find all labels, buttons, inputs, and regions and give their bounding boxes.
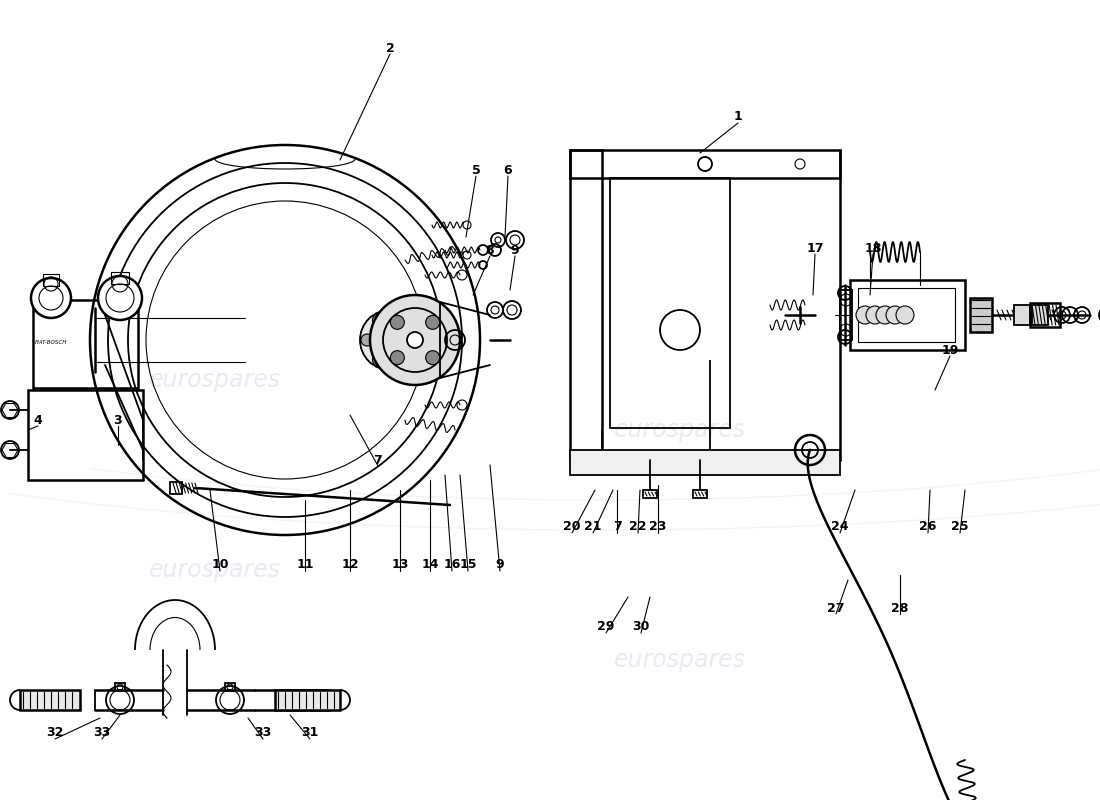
Bar bbox=[850, 280, 965, 350]
Text: eurospares: eurospares bbox=[614, 418, 746, 442]
Text: 26: 26 bbox=[920, 521, 937, 534]
Text: 4: 4 bbox=[34, 414, 43, 426]
Circle shape bbox=[463, 221, 471, 229]
Text: 14: 14 bbox=[421, 558, 439, 571]
Circle shape bbox=[360, 310, 420, 370]
Circle shape bbox=[426, 315, 440, 330]
Text: 31: 31 bbox=[301, 726, 319, 739]
Bar bbox=[570, 150, 840, 178]
Text: 1: 1 bbox=[734, 110, 742, 123]
Text: 2: 2 bbox=[386, 42, 395, 54]
Circle shape bbox=[876, 306, 894, 324]
Text: 15: 15 bbox=[460, 558, 476, 571]
Text: 24: 24 bbox=[832, 521, 849, 534]
Text: 19: 19 bbox=[942, 343, 959, 357]
Bar bbox=[1030, 303, 1060, 327]
Bar bbox=[226, 683, 235, 691]
Bar bbox=[43, 274, 59, 286]
Text: 21: 21 bbox=[584, 521, 602, 534]
Text: eurospares: eurospares bbox=[148, 368, 280, 392]
Text: 29: 29 bbox=[597, 621, 615, 634]
Text: 25: 25 bbox=[952, 521, 969, 534]
Text: 9: 9 bbox=[496, 558, 504, 571]
Text: 33: 33 bbox=[94, 726, 111, 739]
Bar bbox=[858, 288, 955, 342]
Bar bbox=[570, 150, 602, 460]
Circle shape bbox=[426, 350, 440, 365]
Text: 13: 13 bbox=[392, 558, 409, 571]
Bar bbox=[275, 690, 340, 710]
Text: 23: 23 bbox=[649, 521, 667, 534]
Circle shape bbox=[396, 314, 407, 326]
Text: 6: 6 bbox=[504, 163, 513, 177]
Bar bbox=[170, 482, 182, 494]
Circle shape bbox=[407, 332, 424, 348]
Bar bbox=[1014, 305, 1030, 325]
Text: 20: 20 bbox=[563, 521, 581, 534]
Bar bbox=[970, 298, 992, 332]
Text: 33: 33 bbox=[254, 726, 272, 739]
Text: 11: 11 bbox=[296, 558, 314, 571]
Bar bbox=[644, 490, 657, 498]
Circle shape bbox=[31, 278, 72, 318]
Bar bbox=[570, 450, 840, 475]
Text: 8: 8 bbox=[486, 243, 494, 257]
Text: 9: 9 bbox=[510, 243, 519, 257]
Bar bbox=[610, 178, 730, 428]
Circle shape bbox=[463, 251, 471, 259]
Bar bbox=[28, 390, 143, 480]
Text: FIAT-BOSCH: FIAT-BOSCH bbox=[35, 340, 67, 345]
Text: 16: 16 bbox=[443, 558, 461, 571]
Text: 28: 28 bbox=[891, 602, 909, 614]
Text: 12: 12 bbox=[341, 558, 359, 571]
Text: 22: 22 bbox=[629, 521, 647, 534]
Text: 27: 27 bbox=[827, 602, 845, 614]
Circle shape bbox=[866, 306, 884, 324]
Text: 3: 3 bbox=[113, 414, 122, 426]
Text: eurospares: eurospares bbox=[614, 648, 746, 672]
Text: 10: 10 bbox=[211, 558, 229, 571]
Text: 30: 30 bbox=[632, 621, 650, 634]
Circle shape bbox=[856, 306, 875, 324]
Bar bbox=[1032, 305, 1048, 325]
Text: 7: 7 bbox=[613, 521, 621, 534]
Bar bbox=[33, 300, 138, 388]
Bar bbox=[111, 272, 129, 284]
Text: 7: 7 bbox=[374, 454, 383, 466]
Circle shape bbox=[390, 315, 405, 330]
Circle shape bbox=[98, 276, 142, 320]
Circle shape bbox=[896, 306, 914, 324]
Circle shape bbox=[407, 334, 419, 346]
Circle shape bbox=[396, 354, 407, 366]
Bar bbox=[116, 683, 125, 691]
Text: 5: 5 bbox=[472, 163, 481, 177]
Bar bbox=[840, 290, 852, 340]
Text: eurospares: eurospares bbox=[148, 558, 280, 582]
Circle shape bbox=[390, 350, 405, 365]
Text: 18: 18 bbox=[865, 242, 882, 254]
Text: 17: 17 bbox=[806, 242, 824, 254]
Bar bbox=[20, 690, 80, 710]
Bar bbox=[693, 490, 707, 498]
Circle shape bbox=[373, 354, 385, 366]
Circle shape bbox=[370, 295, 460, 385]
Circle shape bbox=[361, 334, 373, 346]
Circle shape bbox=[373, 314, 385, 326]
Circle shape bbox=[886, 306, 904, 324]
Text: 32: 32 bbox=[46, 726, 64, 739]
